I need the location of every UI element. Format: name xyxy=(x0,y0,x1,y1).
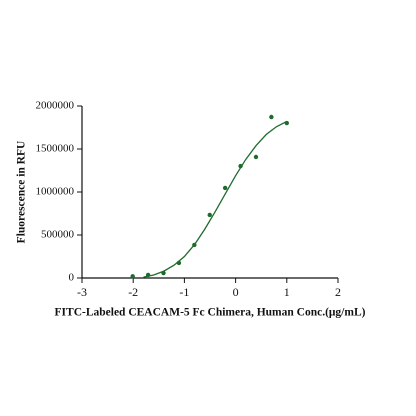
point xyxy=(207,212,212,218)
point xyxy=(238,163,243,169)
x-tick-label: 0 xyxy=(233,285,239,299)
fit-curve xyxy=(143,120,288,278)
x-tick-label: -3 xyxy=(77,285,87,299)
y-tick-label: 1000000 xyxy=(36,186,75,198)
x-axis-title: FITC-Labeled CEACAM-5 Fc Chimera, Human … xyxy=(55,307,366,319)
point xyxy=(222,185,228,191)
point xyxy=(161,270,166,276)
x-tick-label: 1 xyxy=(284,285,290,299)
y-tick-label: 0 xyxy=(69,272,75,284)
y-tick-label: 500000 xyxy=(41,229,75,241)
x-tick-label: 2 xyxy=(335,285,341,299)
x-tick-label: -2 xyxy=(128,285,138,299)
y-tick-label: 2000000 xyxy=(36,100,75,112)
y-axis-title: Fluorescence in RFU xyxy=(16,140,28,243)
point xyxy=(269,114,274,120)
y-tick-label: 1500000 xyxy=(36,143,75,155)
point xyxy=(253,154,259,160)
point xyxy=(192,242,197,248)
x-tick-label: -1 xyxy=(179,285,189,299)
point xyxy=(130,274,135,279)
point xyxy=(176,260,182,266)
point xyxy=(284,120,289,126)
point xyxy=(145,272,151,278)
